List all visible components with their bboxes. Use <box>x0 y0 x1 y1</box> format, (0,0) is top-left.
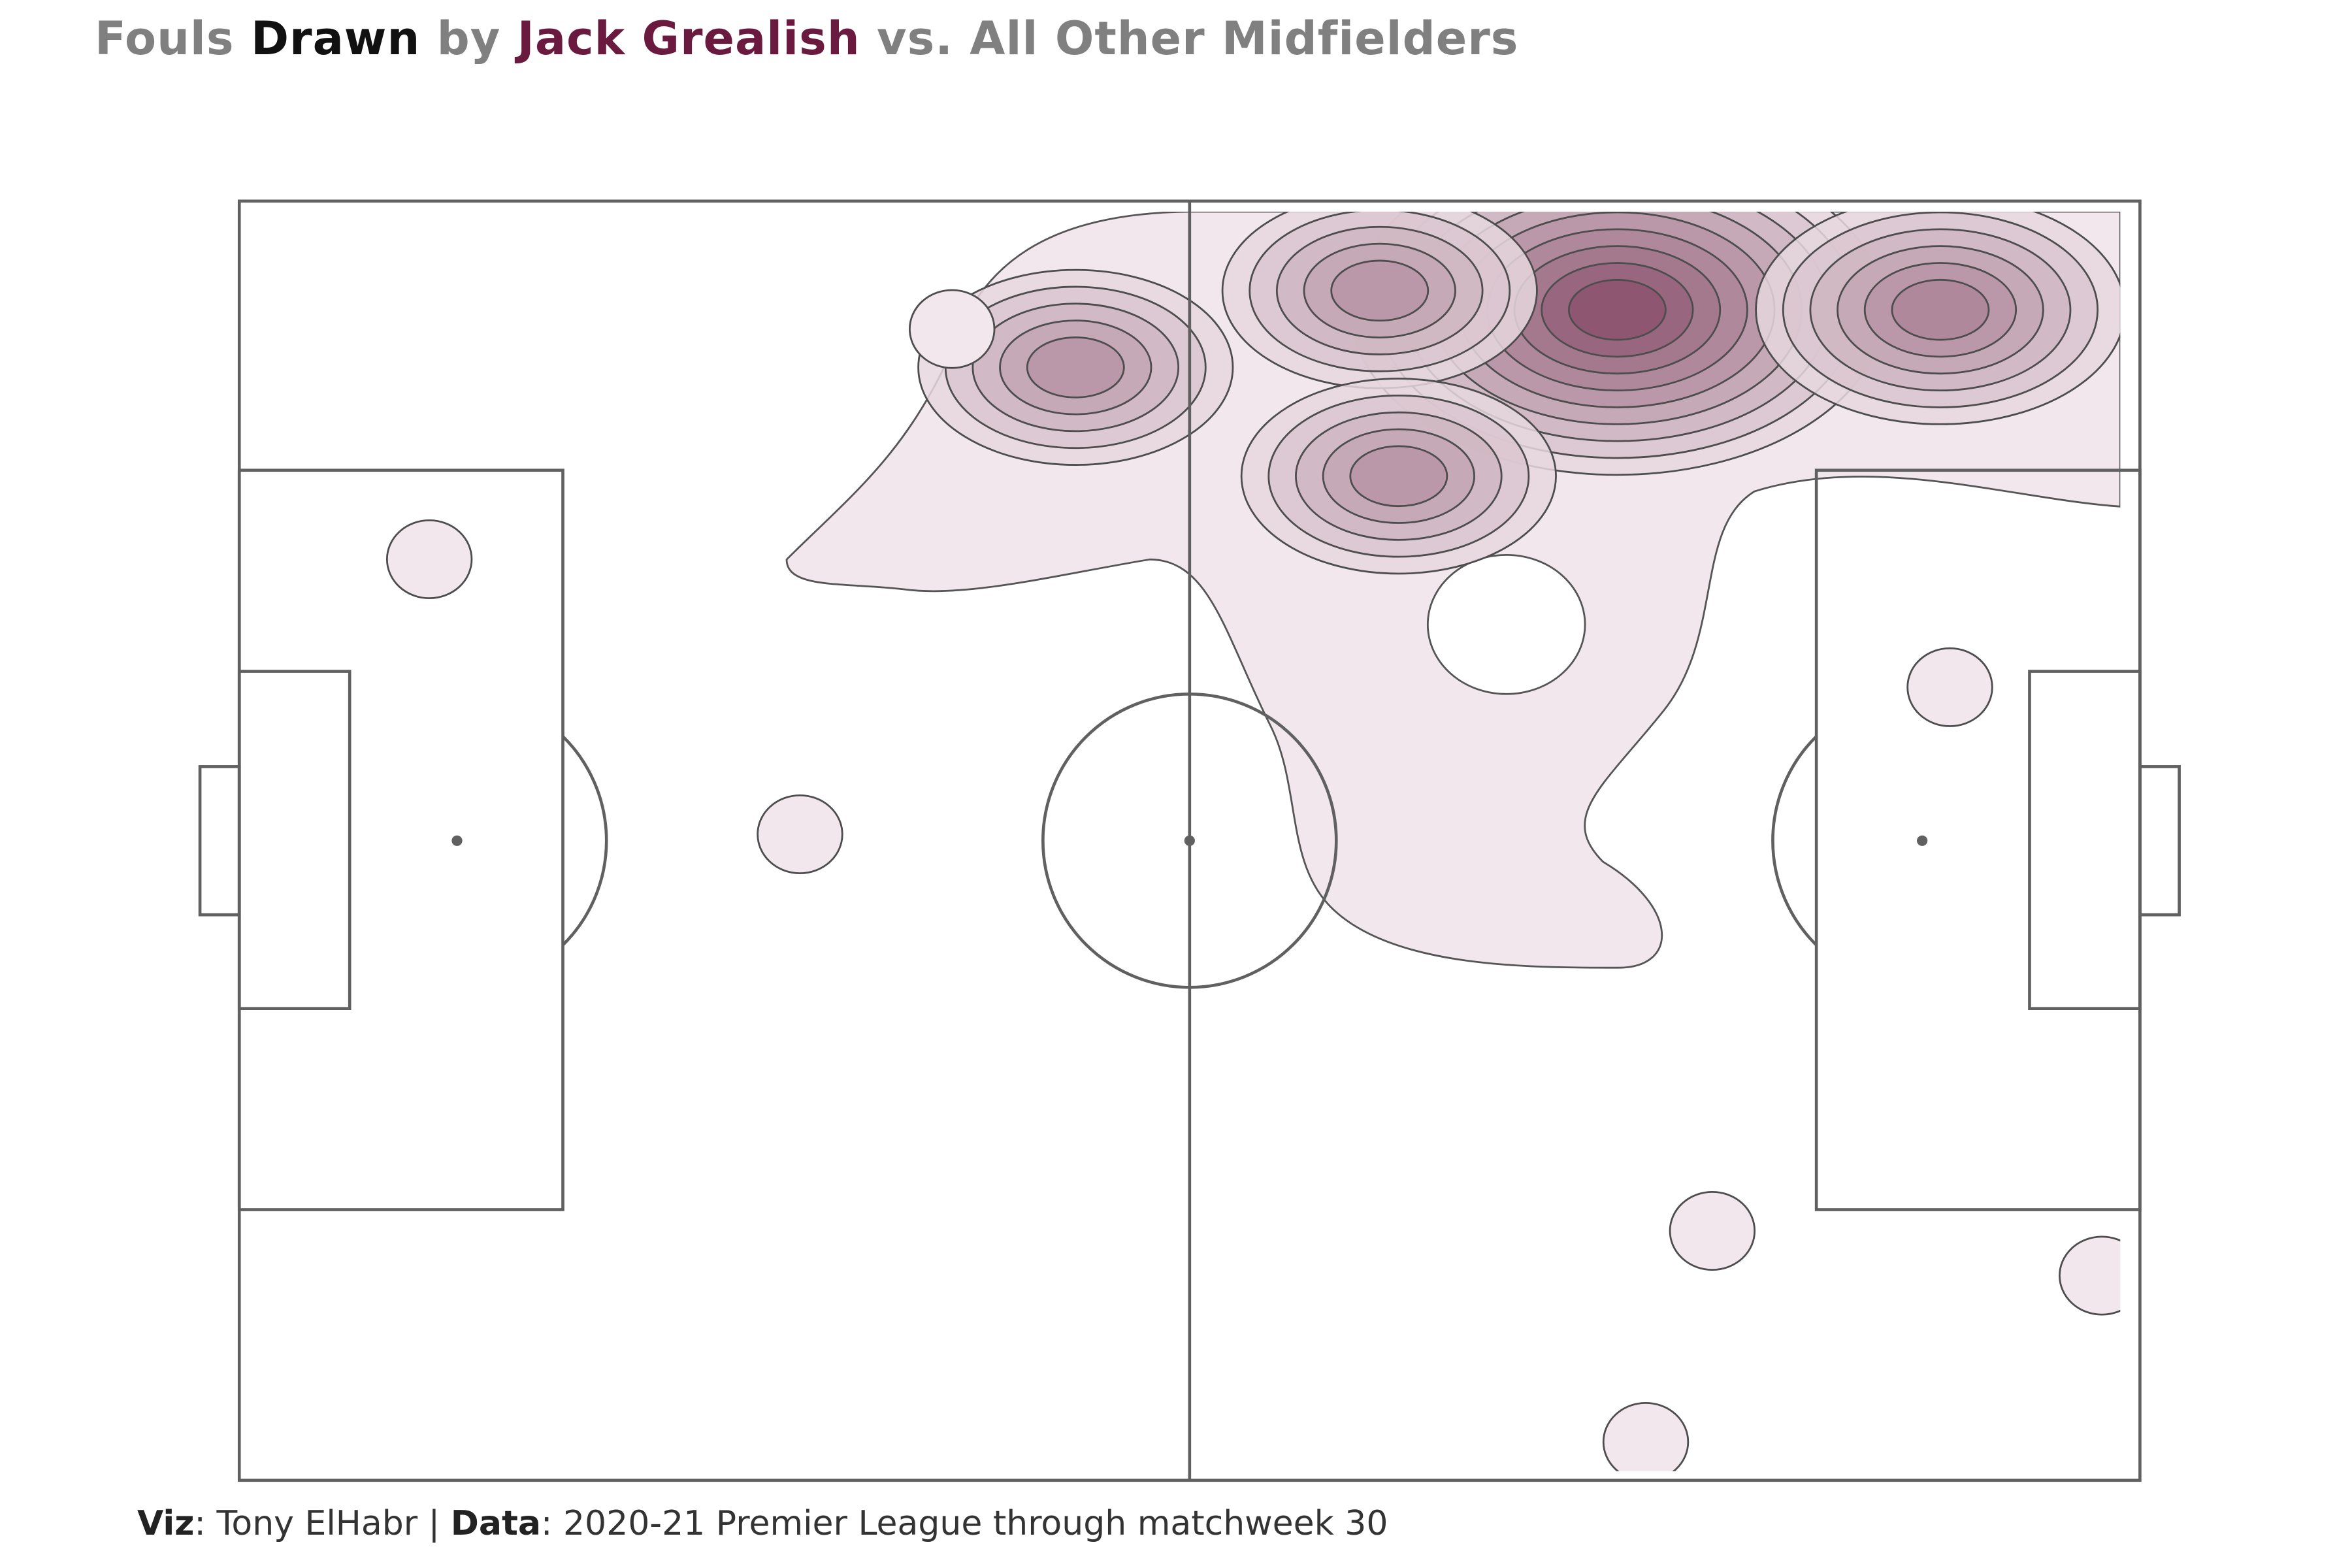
density-hole <box>1426 553 1586 695</box>
right-penalty-arc <box>1771 735 1818 947</box>
right-six-yard-box <box>2028 670 2142 1010</box>
left-six-yard-box <box>237 670 351 1010</box>
center-spot <box>1184 835 1195 846</box>
density-contour-2-4 <box>1026 336 1125 399</box>
title-by: by <box>420 12 517 65</box>
title-player-name: Jack Grealish <box>517 12 860 65</box>
density-contour-7-0 <box>757 794 843 875</box>
density-contours <box>385 212 2121 1471</box>
caption-viz-label: Viz <box>137 1504 195 1543</box>
right-goal <box>2138 765 2181 917</box>
density-contour-9-0 <box>1669 1190 1756 1271</box>
left-penalty-spot <box>451 835 463 846</box>
density-contour-10-0 <box>2059 1235 2121 1316</box>
density-contour-8-0 <box>1906 647 1993 727</box>
density-contour-11-0 <box>1602 1402 1690 1471</box>
density-contour-4-4 <box>1349 445 1448 508</box>
title-fouls: Fouls <box>95 12 251 65</box>
chart-title: Fouls Drawn by Jack Grealish vs. All Oth… <box>95 12 1518 65</box>
caption-viz-value: : Tony ElHabr | <box>194 1504 451 1543</box>
left-goal <box>198 765 241 917</box>
center-circle <box>1041 692 1338 989</box>
right-penalty-spot <box>1917 835 1928 846</box>
chart-caption: Viz: Tony ElHabr | Data: 2020-21 Premier… <box>137 1504 1388 1543</box>
caption-data-value: : 2020-21 Premier League through matchwe… <box>540 1504 1388 1543</box>
title-comparison: vs. All Other Midfielders <box>860 12 1519 65</box>
pitch-markings <box>198 199 2181 1482</box>
caption-data-label: Data <box>450 1504 541 1543</box>
density-contour-6-0 <box>385 519 473 600</box>
density-contour-0-8 <box>1567 278 1667 341</box>
left-penalty-arc <box>561 735 608 947</box>
title-drawn: Drawn <box>250 12 421 65</box>
right-penalty-area <box>1814 468 2142 1211</box>
density-contour-5-0 <box>908 289 996 369</box>
density-contour-1-5 <box>1891 278 1990 341</box>
density-contour-3-4 <box>1330 259 1429 322</box>
